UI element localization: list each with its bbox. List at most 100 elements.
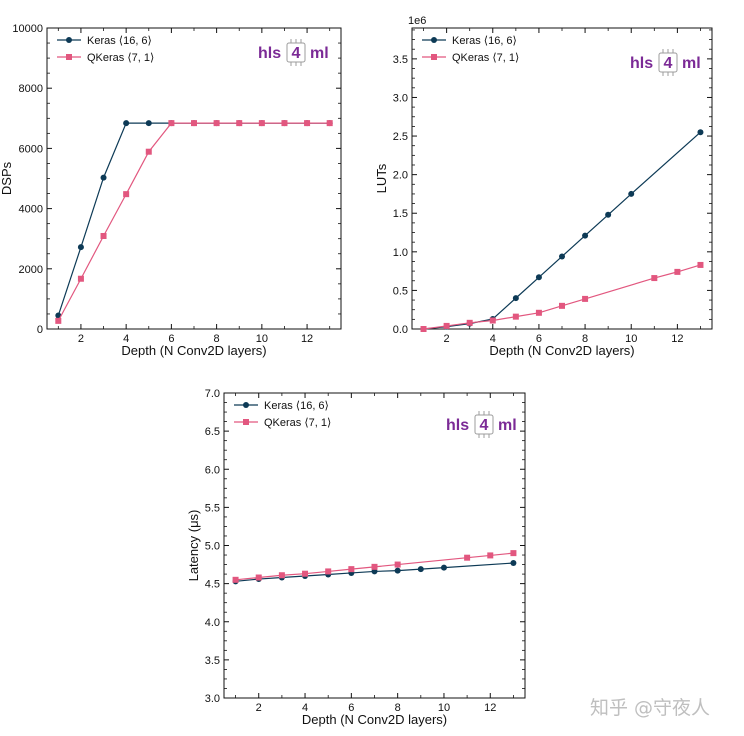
x-tick-label: 10 bbox=[256, 333, 268, 345]
y-tick-label: 2.5 bbox=[393, 131, 408, 143]
x-tick-label: 2 bbox=[256, 702, 262, 714]
hls4ml-logo: hls 4 ml bbox=[630, 49, 701, 76]
logo-text-ml: ml bbox=[682, 55, 701, 72]
data-point-qkeras bbox=[55, 317, 62, 324]
data-point-qkeras bbox=[326, 120, 333, 127]
watermark: 知乎 @守夜人 bbox=[590, 697, 710, 719]
data-point-keras bbox=[145, 120, 152, 127]
data-point-qkeras bbox=[191, 120, 197, 127]
legend-label: Keras ⟨16, 6⟩ bbox=[452, 35, 517, 47]
data-point-qkeras bbox=[304, 120, 311, 127]
y-tick-label: 5.5 bbox=[205, 502, 220, 514]
y-axis-label: DSPs bbox=[0, 161, 14, 195]
data-point-qkeras bbox=[145, 148, 152, 155]
plot-frame bbox=[46, 27, 342, 330]
logo-text-ml: ml bbox=[310, 45, 329, 62]
legend-label: QKeras ⟨7, 1⟩ bbox=[87, 52, 154, 64]
y-tick-label: 4.5 bbox=[205, 579, 220, 591]
y-offset-label: 1e6 bbox=[408, 15, 426, 27]
x-tick-label: 2 bbox=[444, 333, 450, 345]
data-point-qkeras bbox=[489, 317, 496, 324]
x-tick-label: 2 bbox=[78, 333, 84, 345]
data-point-qkeras bbox=[510, 550, 517, 557]
data-point-qkeras bbox=[123, 191, 130, 198]
y-tick-label: 6000 bbox=[19, 143, 43, 155]
data-point-keras bbox=[512, 295, 519, 302]
plot-frame bbox=[223, 392, 526, 699]
data-point-keras bbox=[371, 568, 378, 575]
data-point-qkeras bbox=[258, 120, 265, 127]
data-point-qkeras bbox=[255, 574, 262, 581]
legend-marker-circle bbox=[243, 402, 249, 408]
y-tick-label: 5.0 bbox=[205, 541, 220, 553]
logo-text-4: 4 bbox=[664, 55, 673, 72]
data-point-qkeras bbox=[651, 275, 658, 282]
data-point-qkeras bbox=[236, 120, 243, 127]
x-axis-label: Depth (N Conv2D layers) bbox=[121, 343, 266, 358]
data-point-qkeras bbox=[559, 302, 565, 309]
data-point-qkeras bbox=[371, 563, 378, 570]
x-tick-label: 6 bbox=[348, 702, 354, 714]
legend-marker-circle bbox=[431, 37, 437, 43]
y-tick-label: 8000 bbox=[19, 83, 43, 95]
y-tick-label: 0.5 bbox=[393, 285, 408, 297]
legend-marker-circle bbox=[66, 37, 72, 43]
data-point-keras bbox=[582, 232, 589, 239]
data-point-qkeras bbox=[394, 561, 401, 568]
legend-marker-square bbox=[243, 419, 249, 425]
data-point-qkeras bbox=[213, 120, 220, 127]
data-point-qkeras bbox=[487, 552, 494, 559]
series-line-qkeras bbox=[423, 264, 701, 330]
y-axis-label: Latency (μs) bbox=[186, 510, 201, 582]
series-line-qkeras bbox=[57, 122, 330, 322]
data-point-qkeras bbox=[232, 576, 239, 583]
x-axis-label: Depth (N Conv2D layers) bbox=[302, 712, 447, 727]
y-tick-label: 3.5 bbox=[205, 655, 220, 667]
logo-text-4: 4 bbox=[292, 45, 301, 62]
data-point-qkeras bbox=[100, 232, 107, 239]
chart-luts: 2 4 6 8 10 12 0.0 0.5 1.0 1.5 2.0 2.5 3.0 3.5 Depth (N… bbox=[374, 15, 713, 358]
chart-dsps: 2 4 6 8 10 12 0 2000 4000 6000 8000 10000 Depth (N C… bbox=[0, 23, 342, 358]
data-point-qkeras bbox=[302, 570, 309, 577]
data-point-qkeras bbox=[348, 566, 355, 573]
data-point-qkeras bbox=[697, 261, 704, 268]
data-point-keras bbox=[605, 211, 612, 218]
y-tick-label: 0 bbox=[37, 324, 43, 336]
y-tick-label: 1.5 bbox=[393, 208, 408, 220]
y-tick-label: 4000 bbox=[19, 204, 43, 216]
logo-text-hls: hls bbox=[446, 417, 469, 434]
data-point-keras bbox=[77, 244, 84, 251]
x-tick-label: 4 bbox=[490, 333, 496, 345]
data-point-qkeras bbox=[168, 120, 175, 127]
data-point-keras bbox=[510, 560, 517, 567]
data-point-qkeras bbox=[443, 322, 450, 329]
legend-marker-square bbox=[431, 54, 437, 60]
hls4ml-logo: hls 4 ml bbox=[258, 39, 329, 66]
x-tick-label: 4 bbox=[123, 333, 129, 345]
x-tick-label: 8 bbox=[214, 333, 220, 345]
x-tick-label: 12 bbox=[671, 333, 683, 345]
data-point-qkeras bbox=[466, 319, 473, 326]
data-point-keras bbox=[100, 174, 107, 181]
chart-latency: 2 4 6 8 10 12 3.0 3.5 4.0 4.5 5.0 5.5 6.0 6.5 7.0 Depth… bbox=[186, 388, 526, 727]
data-point-keras bbox=[417, 566, 424, 573]
x-tick-label: 4 bbox=[302, 702, 308, 714]
data-point-qkeras bbox=[77, 275, 84, 282]
x-tick-label: 12 bbox=[301, 333, 313, 345]
x-axis-label: Depth (N Conv2D layers) bbox=[489, 343, 634, 358]
x-tick-label: 6 bbox=[168, 333, 174, 345]
y-tick-label: 4.0 bbox=[205, 617, 220, 629]
data-point-qkeras bbox=[325, 568, 332, 575]
y-tick-label: 3.5 bbox=[393, 54, 408, 66]
data-point-keras bbox=[628, 190, 635, 197]
y-tick-label: 0.0 bbox=[393, 324, 408, 336]
y-tick-label: 3.0 bbox=[205, 693, 220, 705]
data-point-qkeras bbox=[420, 326, 427, 332]
y-tick-label: 10000 bbox=[12, 23, 43, 35]
data-point-keras bbox=[440, 564, 447, 571]
y-axis-label: LUTs bbox=[374, 163, 389, 193]
data-point-keras bbox=[697, 129, 704, 136]
data-point-keras bbox=[559, 253, 565, 260]
y-tick-label: 1.0 bbox=[393, 247, 408, 259]
